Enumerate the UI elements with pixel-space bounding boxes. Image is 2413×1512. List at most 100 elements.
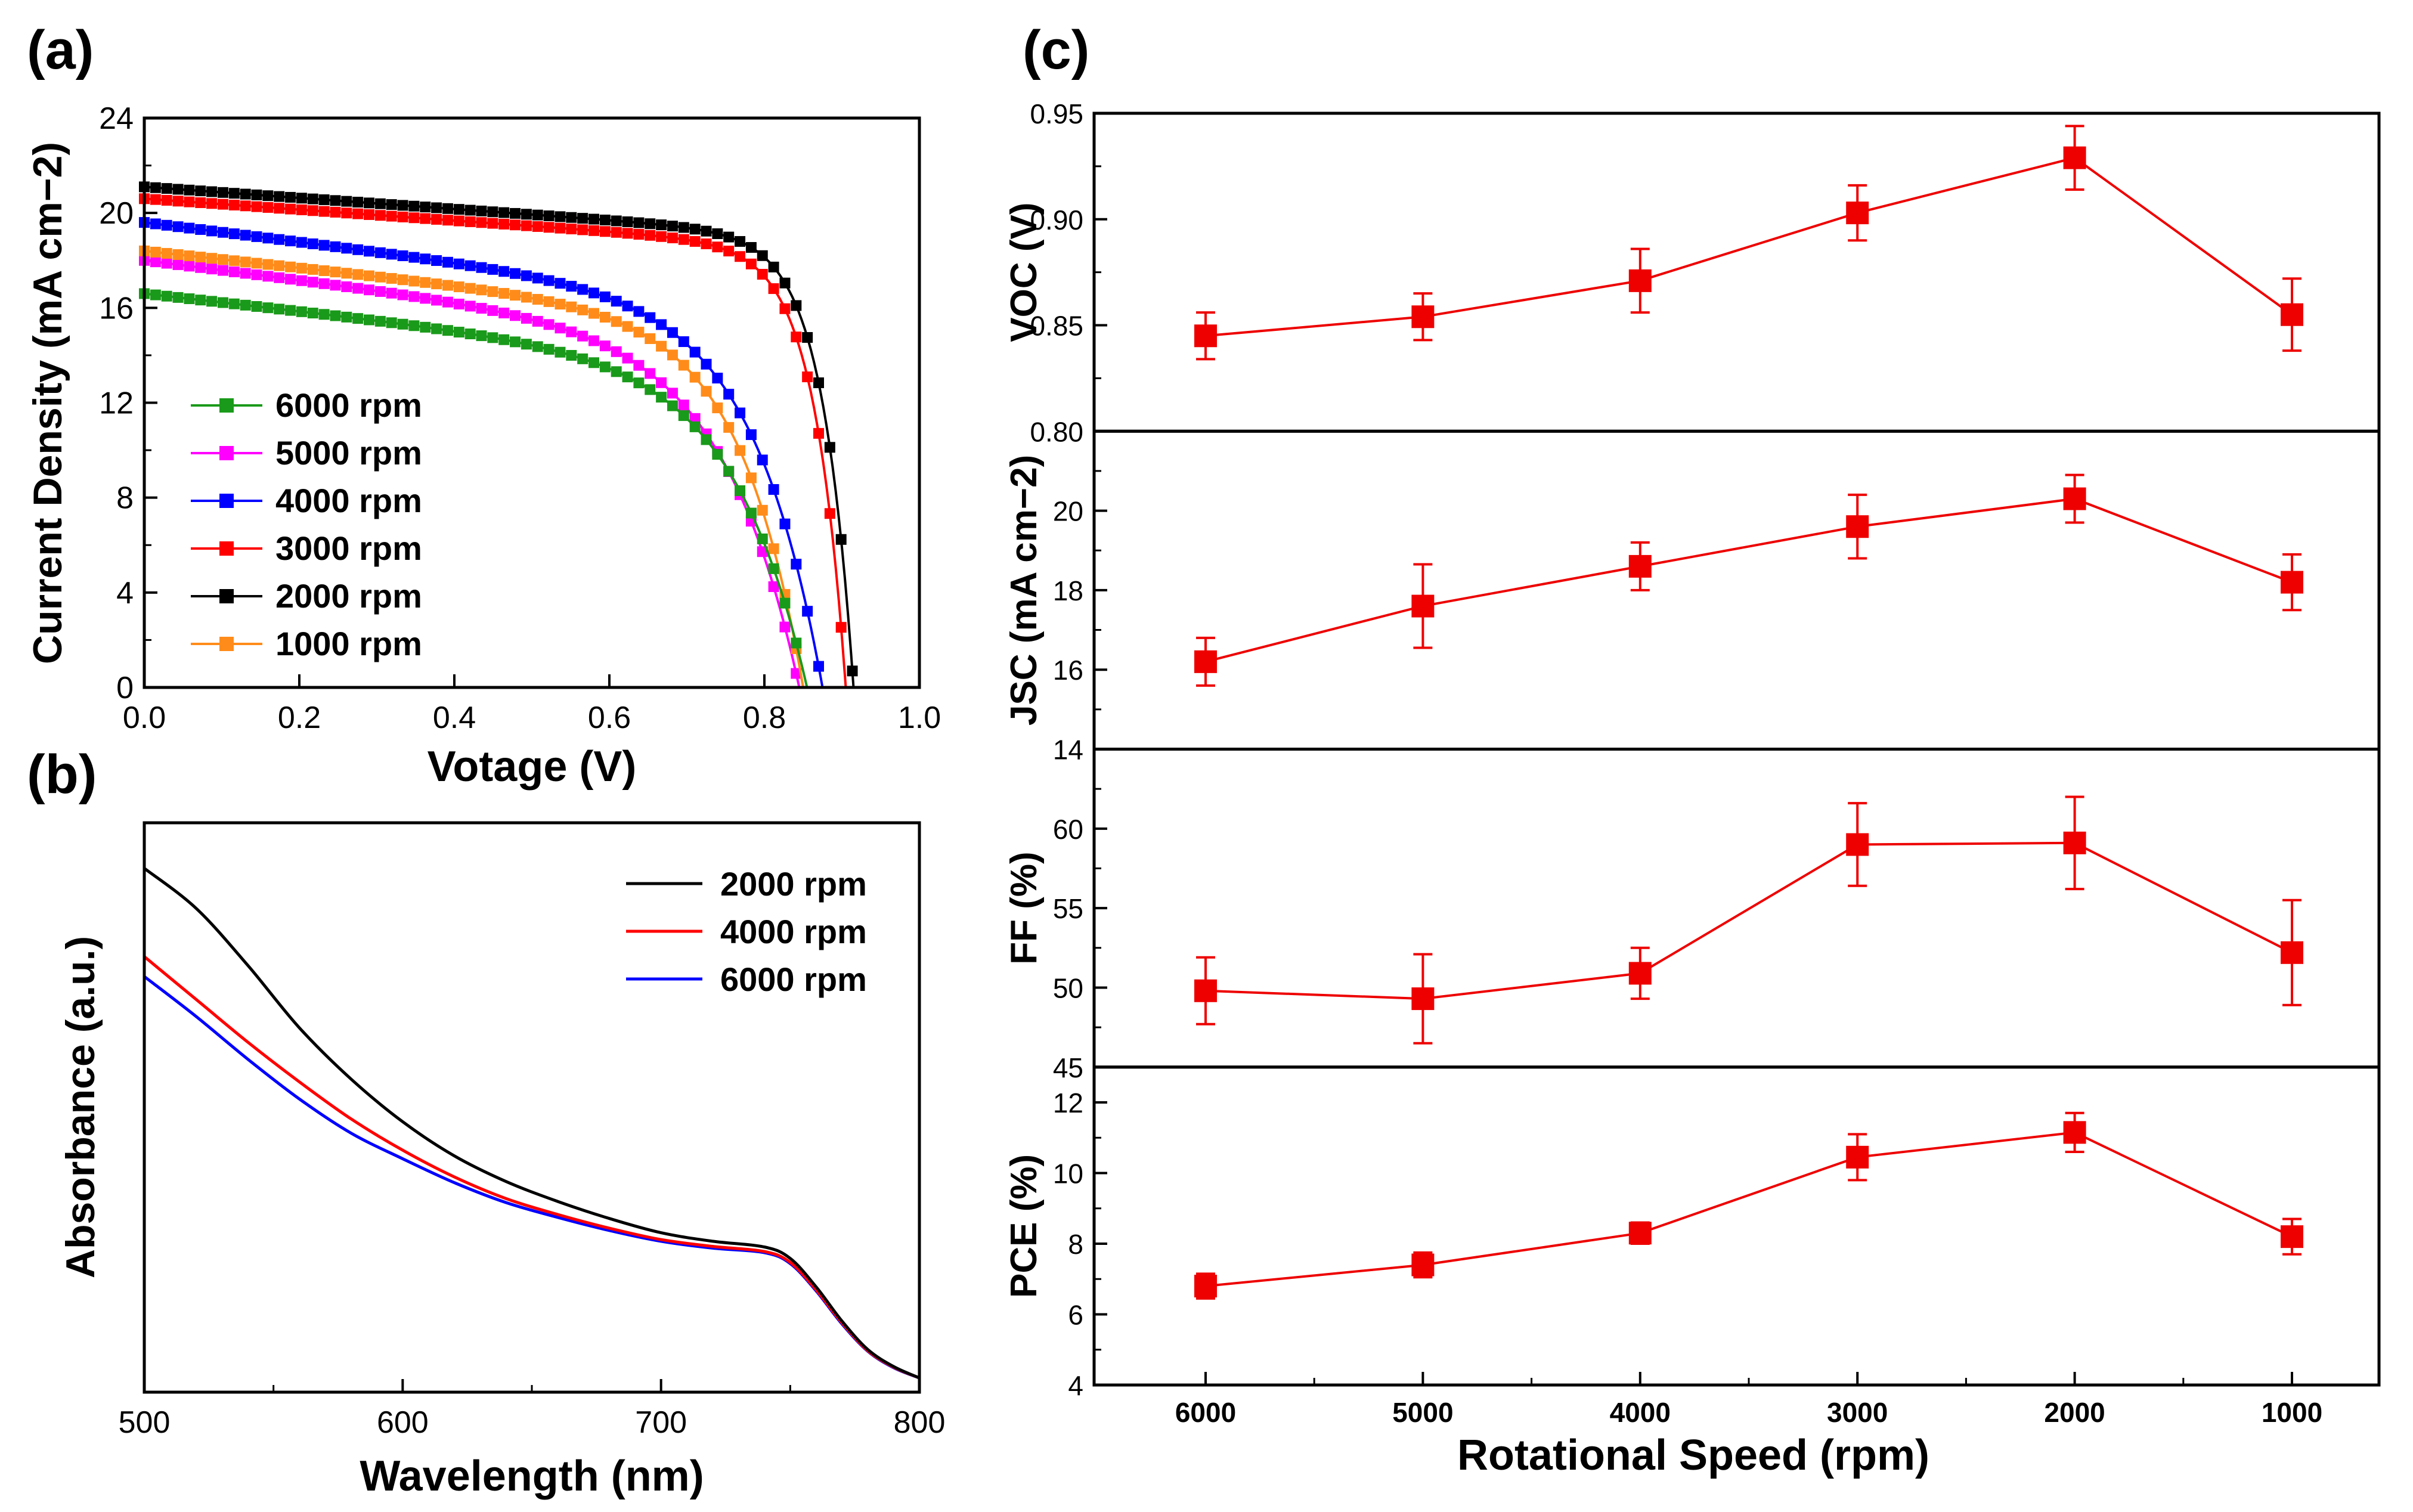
data-point xyxy=(1194,1275,1217,1298)
jv-marker xyxy=(498,218,510,230)
data-point xyxy=(1628,962,1652,985)
jv-marker xyxy=(330,280,341,291)
jv-marker xyxy=(240,188,251,200)
jv-marker xyxy=(633,377,645,389)
jv-marker xyxy=(779,518,791,529)
jv-marker xyxy=(206,186,218,197)
jv-marker xyxy=(487,286,498,298)
jv-marker xyxy=(555,323,566,334)
legend-label: 6000 rpm xyxy=(275,386,422,424)
jv-marker xyxy=(217,227,228,238)
jv-marker xyxy=(745,258,757,269)
jv-marker xyxy=(599,214,611,225)
jv-marker xyxy=(397,211,408,222)
jv-marker xyxy=(285,203,296,215)
jv-marker xyxy=(645,218,656,230)
jv-marker xyxy=(712,241,723,253)
jv-marker xyxy=(240,299,251,311)
jv-marker xyxy=(498,334,510,345)
jv-marker xyxy=(318,206,330,217)
y-tick-label: 16 xyxy=(99,291,134,326)
jv-marker xyxy=(408,320,420,331)
jv-marker xyxy=(599,361,611,373)
jv-marker xyxy=(476,330,487,342)
data-point xyxy=(1411,1253,1435,1276)
jv-curve-markers xyxy=(139,217,824,672)
jv-marker xyxy=(397,318,408,330)
panel-a-frame xyxy=(143,116,921,689)
jv-marker xyxy=(588,308,599,319)
jv-marker xyxy=(510,268,521,279)
jv-marker xyxy=(757,533,768,544)
jv-marker xyxy=(464,300,476,312)
jv-marker xyxy=(431,295,442,306)
panel-b-ylabel: Absorbance (a.u.) xyxy=(58,936,103,1278)
jv-marker xyxy=(195,185,206,197)
y-tick-label: 0.85 xyxy=(1030,311,1083,342)
jv-marker xyxy=(768,283,779,295)
data-point xyxy=(1411,305,1435,329)
legend-label: 2000 rpm xyxy=(275,577,422,615)
legend-label: 5000 rpm xyxy=(275,434,422,472)
jv-marker xyxy=(217,297,228,308)
legend-label: 1000 rpm xyxy=(275,625,422,662)
jv-marker xyxy=(847,665,858,677)
jv-marker xyxy=(599,340,611,352)
y-tick-label: 6 xyxy=(1068,1300,1083,1331)
y-tick-label: 12 xyxy=(99,386,134,421)
data-point xyxy=(2063,1121,2086,1144)
jv-marker xyxy=(745,507,757,519)
jv-marker xyxy=(307,205,318,216)
jv-marker xyxy=(408,200,420,212)
jv-marker xyxy=(240,256,251,268)
y-tick-label: 8 xyxy=(1068,1229,1083,1260)
jv-marker xyxy=(633,360,645,371)
jv-marker xyxy=(296,275,307,286)
jv-marker xyxy=(341,311,352,323)
jv-marker xyxy=(577,353,588,364)
jv-marker xyxy=(251,189,262,200)
jv-marker xyxy=(442,325,453,336)
jv-marker xyxy=(779,303,791,314)
jv-marker xyxy=(723,466,735,477)
jv-marker xyxy=(364,209,374,220)
jv-marker xyxy=(442,215,453,226)
jv-marker xyxy=(150,246,161,258)
jv-marker xyxy=(228,188,240,199)
y-tick-label: 20 xyxy=(1053,496,1083,527)
data-point xyxy=(1411,987,1435,1011)
jv-marker xyxy=(262,233,274,244)
jv-marker xyxy=(431,278,442,290)
jv-marker xyxy=(206,296,218,307)
y-tick-label: 60 xyxy=(1053,814,1083,845)
jv-marker xyxy=(184,196,195,207)
jv-marker xyxy=(667,349,678,361)
jv-marker xyxy=(420,293,431,304)
data-point xyxy=(1411,594,1435,618)
data-point xyxy=(2281,1225,2303,1248)
jv-marker xyxy=(577,304,588,315)
jv-marker xyxy=(622,321,633,332)
data-point xyxy=(1628,269,1652,292)
x-tick-label: 6000 xyxy=(1175,1397,1236,1428)
jv-marker xyxy=(667,400,678,411)
y-tick-label: 55 xyxy=(1053,893,1083,924)
panel-c-xlabel: Rotational Speed (rpm) xyxy=(1457,1432,1929,1479)
jv-marker xyxy=(150,182,161,193)
jv-marker xyxy=(274,191,285,202)
jv-marker xyxy=(645,333,656,345)
subplot-ylabel: JSC (mA cm−2) xyxy=(1003,455,1045,726)
jv-marker xyxy=(543,275,555,286)
jv-marker xyxy=(521,220,532,231)
absorbance-curve xyxy=(143,975,920,1380)
jv-marker xyxy=(240,230,251,241)
jv-marker xyxy=(386,317,397,329)
jv-marker xyxy=(521,339,532,350)
jv-marker xyxy=(745,472,757,484)
jv-marker xyxy=(420,253,431,265)
jv-marker xyxy=(745,429,757,441)
jv-marker xyxy=(442,256,453,268)
jv-marker xyxy=(768,581,779,592)
jv-marker xyxy=(667,388,678,399)
